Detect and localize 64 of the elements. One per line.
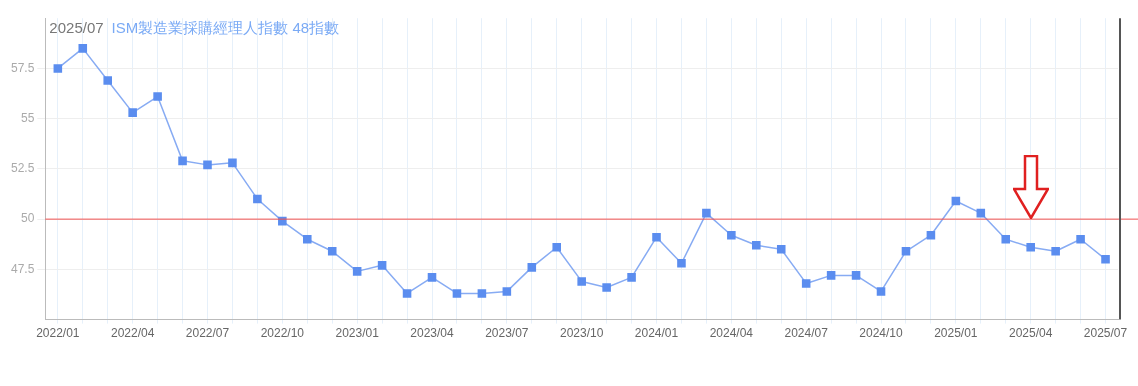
point (452, 289, 462, 298)
x-tick-label: 2023/01 (335, 326, 380, 341)
point (801, 279, 811, 288)
y-tick-label: 52.5 (11, 161, 35, 176)
point (1026, 242, 1035, 252)
point (677, 259, 686, 268)
point (851, 271, 861, 280)
x-tick-label: 2024/01 (634, 326, 679, 341)
point (78, 44, 88, 53)
x-tick-label: 2025/04 (1009, 326, 1053, 341)
y-tick-label: 50 (21, 211, 35, 226)
point (926, 230, 936, 240)
x-tick-label: 2025/01 (934, 326, 978, 341)
point (477, 289, 487, 298)
point (527, 263, 537, 272)
point (103, 76, 112, 85)
x-tick-label: 2023/07 (485, 326, 529, 341)
y-tick-label: 57.5 (11, 60, 35, 75)
point (1001, 234, 1011, 244)
point (752, 240, 761, 250)
x-tick-label: 2023/04 (410, 326, 455, 341)
point (327, 247, 337, 256)
point (776, 244, 786, 254)
point (303, 234, 312, 244)
point (1101, 255, 1110, 264)
point (128, 108, 137, 117)
point (652, 232, 661, 242)
point (577, 277, 586, 286)
point (901, 247, 911, 256)
point (702, 208, 711, 218)
chart-subtitle: ISM製造業採購經理人指數 48指數 (111, 18, 340, 36)
x-tick-label: 2022/07 (185, 326, 230, 341)
point (228, 158, 237, 168)
point (627, 273, 636, 282)
x-tick-label: 2024/10 (859, 326, 904, 341)
chart-title: 2025/07 (49, 18, 104, 36)
point (203, 160, 212, 170)
x-tick-label: 2025/07 (1083, 326, 1128, 341)
point (153, 92, 162, 101)
point (1051, 247, 1060, 256)
point (253, 194, 262, 204)
x-tick-label: 2022/10 (260, 326, 305, 341)
point (352, 267, 362, 276)
point (876, 287, 886, 296)
point (826, 271, 836, 280)
x-tick-label: 2024/04 (709, 326, 754, 341)
point (552, 242, 562, 252)
x-tick-label: 2022/01 (36, 326, 80, 341)
point (727, 230, 736, 240)
point (427, 273, 437, 282)
point (53, 64, 63, 73)
point (1076, 234, 1085, 244)
point (602, 283, 611, 292)
point (976, 208, 986, 218)
x-tick-label: 2023/10 (559, 326, 604, 341)
y-tick-label: 55 (21, 110, 35, 125)
x-tick-label: 2024/07 (784, 326, 829, 341)
point (951, 196, 961, 206)
point (377, 261, 387, 270)
point (402, 289, 412, 298)
y-tick-label: 47.5 (11, 261, 35, 276)
x-tick-label: 2022/04 (110, 326, 155, 341)
point (502, 287, 512, 296)
point (178, 156, 187, 166)
